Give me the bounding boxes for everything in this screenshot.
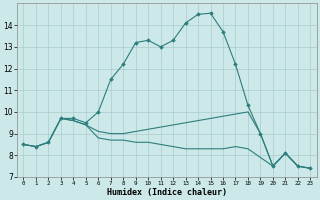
X-axis label: Humidex (Indice chaleur): Humidex (Indice chaleur) <box>107 188 227 197</box>
